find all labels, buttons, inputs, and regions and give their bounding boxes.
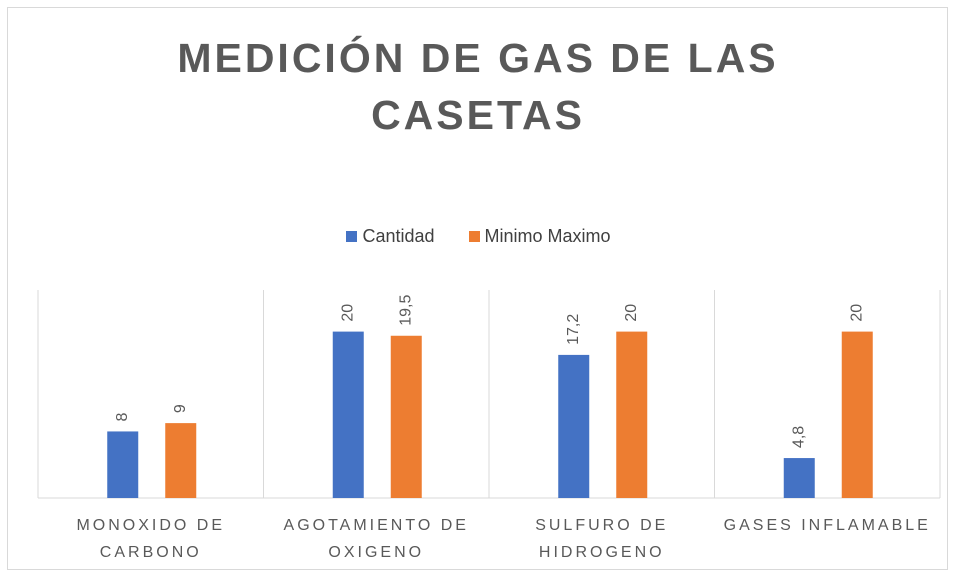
bar [332,331,364,498]
bar [107,431,139,498]
x-tick-label: AGOTAMIENTO DE OXIGENO [283,517,469,561]
data-label: 20 [623,304,640,322]
x-tick-label: MONOXIDO DE CARBONO [76,517,226,561]
bar [558,354,590,498]
data-label: 17,2 [565,314,582,345]
legend-item: Cantidad [346,226,435,247]
bar [616,331,648,498]
bar [390,335,422,498]
legend: Cantidad Minimo Maximo [0,226,957,247]
legend-swatch [468,231,480,242]
x-tick-label: SULFURO DE HIDROGENO [535,517,669,561]
legend-label: Cantidad [362,226,435,246]
x-tick-label: GASES INFLAMABLE [723,517,931,534]
chart-title: MEDICIÓN DE GAS DE LAS CASETAS [177,35,779,138]
bar [841,331,873,498]
bar [165,423,197,498]
legend-label: Minimo Maximo [484,226,611,246]
data-label: 9 [172,404,189,413]
bar [783,458,815,498]
legend-item: Minimo Maximo [468,226,611,247]
chart-frame [7,7,948,570]
data-label: 20 [848,304,865,322]
data-label: 8 [114,412,131,421]
legend-swatch [346,231,358,242]
data-label: 20 [339,304,356,322]
data-label: 4,8 [790,426,807,448]
data-label: 19,5 [397,295,414,326]
